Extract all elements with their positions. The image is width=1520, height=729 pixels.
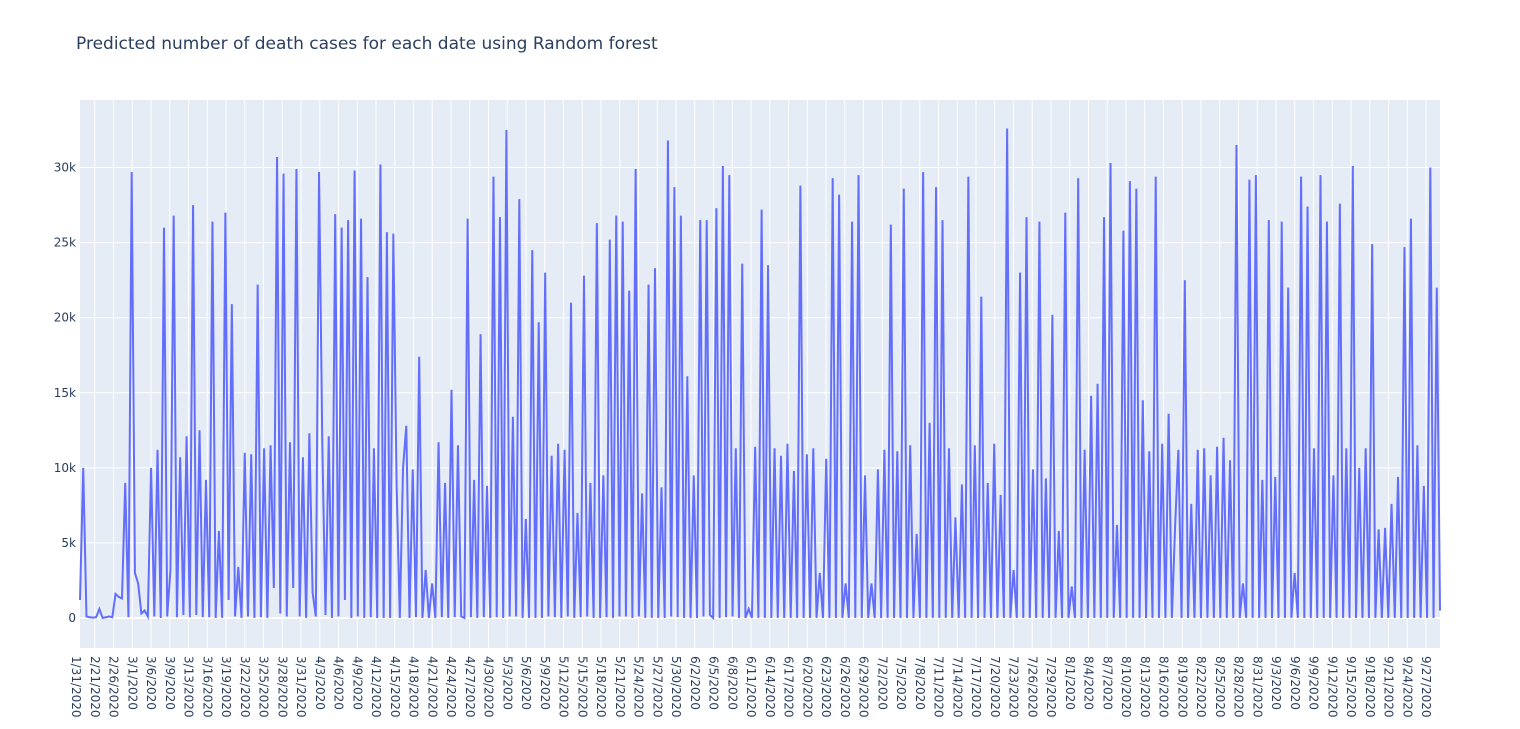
x-tick-label: 6/20/2020 <box>800 656 814 718</box>
x-tick-label: 9/6/2020 <box>1288 656 1302 710</box>
x-tick-label: 4/15/2020 <box>388 656 402 718</box>
x-tick-label: 4/27/2020 <box>463 656 477 718</box>
x-tick-label: 4/6/2020 <box>332 656 346 710</box>
x-tick-label: 6/11/2020 <box>744 656 758 718</box>
x-tick-label: 5/30/2020 <box>669 656 683 718</box>
x-tick-label: 3/13/2020 <box>182 656 196 718</box>
x-tick-label: 5/12/2020 <box>557 656 571 718</box>
x-tick-label: 8/10/2020 <box>1119 656 1133 718</box>
x-tick-label: 6/29/2020 <box>857 656 871 718</box>
x-tick-label: 2/21/2020 <box>88 656 102 718</box>
x-tick-label: 3/22/2020 <box>238 656 252 718</box>
x-tick-label: 4/30/2020 <box>482 656 496 718</box>
y-tick-label: 15k <box>54 386 76 400</box>
x-tick-label: 6/23/2020 <box>819 656 833 718</box>
x-tick-label: 9/18/2020 <box>1363 656 1377 718</box>
x-tick-label: 7/11/2020 <box>932 656 946 718</box>
x-tick-label: 9/21/2020 <box>1382 656 1396 718</box>
x-tick-label: 6/14/2020 <box>763 656 777 718</box>
x-tick-label: 5/18/2020 <box>594 656 608 718</box>
x-tick-label: 3/9/2020 <box>163 656 177 710</box>
x-tick-label: 4/9/2020 <box>350 656 364 710</box>
x-tick-label: 7/26/2020 <box>1025 656 1039 718</box>
x-tick-label: 6/26/2020 <box>838 656 852 718</box>
y-tick-label: 5k <box>61 536 76 550</box>
x-tick-label: 7/8/2020 <box>913 656 927 710</box>
x-tick-label: 4/18/2020 <box>407 656 421 718</box>
y-axis-ticks: 0 5k 10k 15k 20k 25k 30k <box>54 161 76 625</box>
x-tick-label: 5/21/2020 <box>613 656 627 718</box>
x-tick-label: 7/5/2020 <box>894 656 908 710</box>
x-tick-label: 8/1/2020 <box>1063 656 1077 710</box>
y-tick-label: 20k <box>54 311 76 325</box>
x-tick-label: 5/6/2020 <box>519 656 533 710</box>
x-tick-label: 2/26/2020 <box>107 656 121 718</box>
y-tick-label: 10k <box>54 461 76 475</box>
x-tick-label: 7/23/2020 <box>1007 656 1021 718</box>
x-tick-label: 3/28/2020 <box>275 656 289 718</box>
x-tick-label: 7/20/2020 <box>988 656 1002 718</box>
x-tick-label: 3/6/2020 <box>144 656 158 710</box>
x-tick-label: 8/22/2020 <box>1194 656 1208 718</box>
x-tick-label: 4/12/2020 <box>369 656 383 718</box>
x-tick-label: 3/19/2020 <box>219 656 233 718</box>
x-tick-label: 6/8/2020 <box>725 656 739 710</box>
series-line <box>79 128 1441 621</box>
x-tick-label: 4/21/2020 <box>425 656 439 718</box>
x-tick-label: 6/5/2020 <box>707 656 721 710</box>
x-tick-label: 8/19/2020 <box>1175 656 1189 718</box>
x-tick-label: 8/13/2020 <box>1138 656 1152 718</box>
x-tick-label: 8/16/2020 <box>1157 656 1171 718</box>
chart-title: Predicted number of death cases for each… <box>76 34 658 54</box>
x-tick-label: 9/9/2020 <box>1307 656 1321 710</box>
x-tick-label: 7/17/2020 <box>969 656 983 718</box>
x-tick-label: 8/31/2020 <box>1250 656 1264 718</box>
x-tick-label: 9/3/2020 <box>1269 656 1283 710</box>
y-tick-label: 30k <box>54 161 76 175</box>
x-tick-label: 7/14/2020 <box>950 656 964 718</box>
x-tick-label: 9/12/2020 <box>1325 656 1339 718</box>
x-tick-label: 4/3/2020 <box>313 656 327 710</box>
x-tick-label: 8/7/2020 <box>1100 656 1114 710</box>
x-tick-label: 5/15/2020 <box>575 656 589 718</box>
x-tick-label: 6/2/2020 <box>688 656 702 710</box>
y-tick-label: 0 <box>68 611 76 625</box>
x-tick-label: 7/29/2020 <box>1044 656 1058 718</box>
x-tick-label: 3/25/2020 <box>257 656 271 718</box>
x-tick-label: 3/16/2020 <box>200 656 214 718</box>
x-tick-label: 9/24/2020 <box>1400 656 1414 718</box>
x-tick-label: 5/24/2020 <box>632 656 646 718</box>
y-tick-label: 25k <box>54 236 76 250</box>
x-axis-ticks: 1/31/2020 2/21/2020 2/26/2020 3/1/2020 3/6/2… <box>69 656 1433 718</box>
x-tick-label: 4/24/2020 <box>444 656 458 718</box>
x-tick-label: 7/2/2020 <box>875 656 889 710</box>
x-tick-label: 3/31/2020 <box>294 656 308 718</box>
x-tick-label: 1/31/2020 <box>69 656 83 718</box>
x-tick-label: 5/9/2020 <box>538 656 552 710</box>
x-tick-label: 6/17/2020 <box>782 656 796 718</box>
x-tick-label: 9/27/2020 <box>1419 656 1433 718</box>
x-tick-label: 8/28/2020 <box>1232 656 1246 718</box>
x-tick-label: 5/3/2020 <box>500 656 514 710</box>
x-tick-label: 8/4/2020 <box>1082 656 1096 710</box>
x-tick-label: 5/27/2020 <box>650 656 664 718</box>
x-tick-label: 3/1/2020 <box>125 656 139 710</box>
x-tick-label: 8/25/2020 <box>1213 656 1227 718</box>
x-tick-label: 9/15/2020 <box>1344 656 1358 718</box>
